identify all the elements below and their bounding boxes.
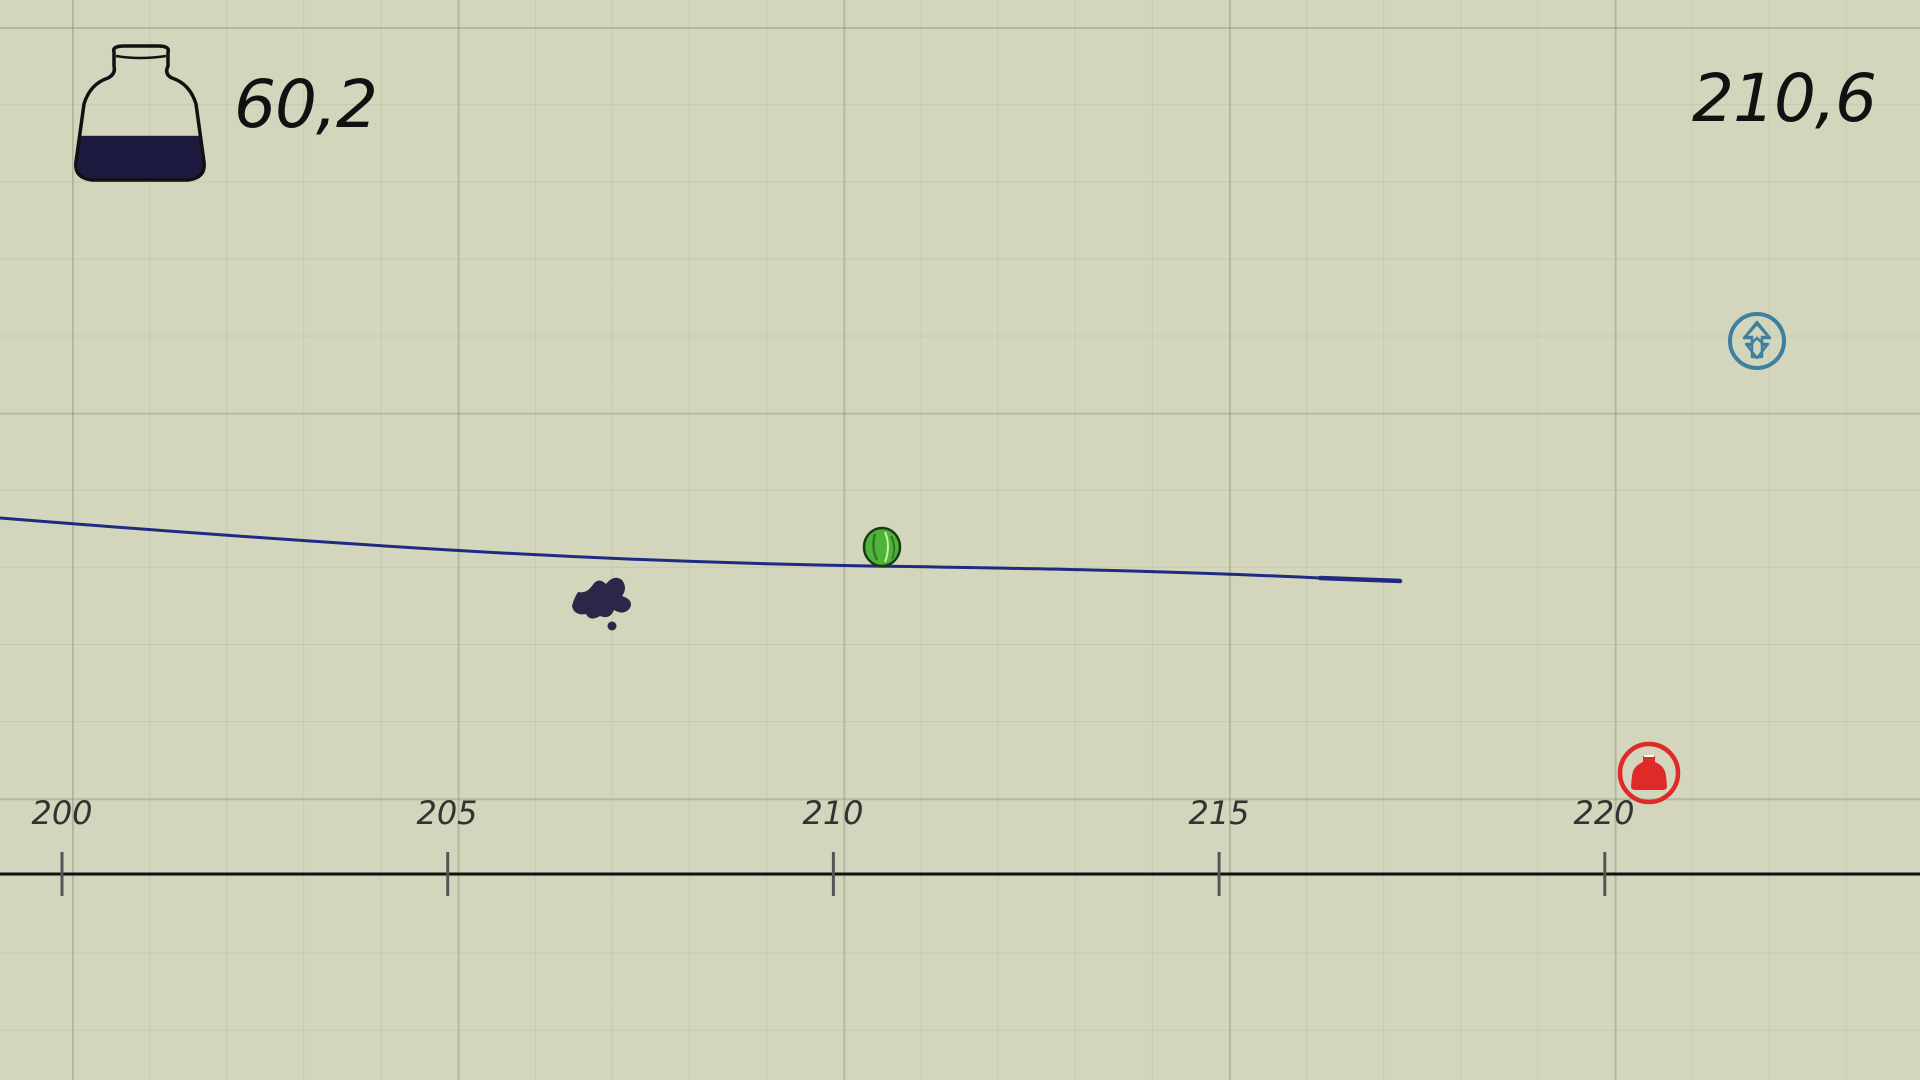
ruler-tick-label: 220 <box>1573 794 1635 832</box>
ruler-tick-label: 210 <box>802 794 864 832</box>
arrow-up-circle-icon <box>1728 312 1786 370</box>
drawn-ink-line-tail <box>1317 575 1403 584</box>
ink-splat-icon <box>572 577 631 631</box>
ink-level-fill <box>75 135 205 180</box>
ink-jar-icon <box>74 44 206 182</box>
distance-counter: 210,6 <box>1692 60 1877 137</box>
ruler-tick-label: 205 <box>416 794 478 832</box>
ruler-tick-label: 200 <box>31 794 93 832</box>
ruler-tick-label: 215 <box>1188 794 1250 832</box>
ruler-tick-marks <box>60 852 1607 896</box>
ink-bottle-circle-icon <box>1617 741 1681 805</box>
ink-amount: 60,2 <box>234 66 378 143</box>
green-ball-icon <box>862 526 902 568</box>
drawn-ink-line <box>0 516 1402 583</box>
